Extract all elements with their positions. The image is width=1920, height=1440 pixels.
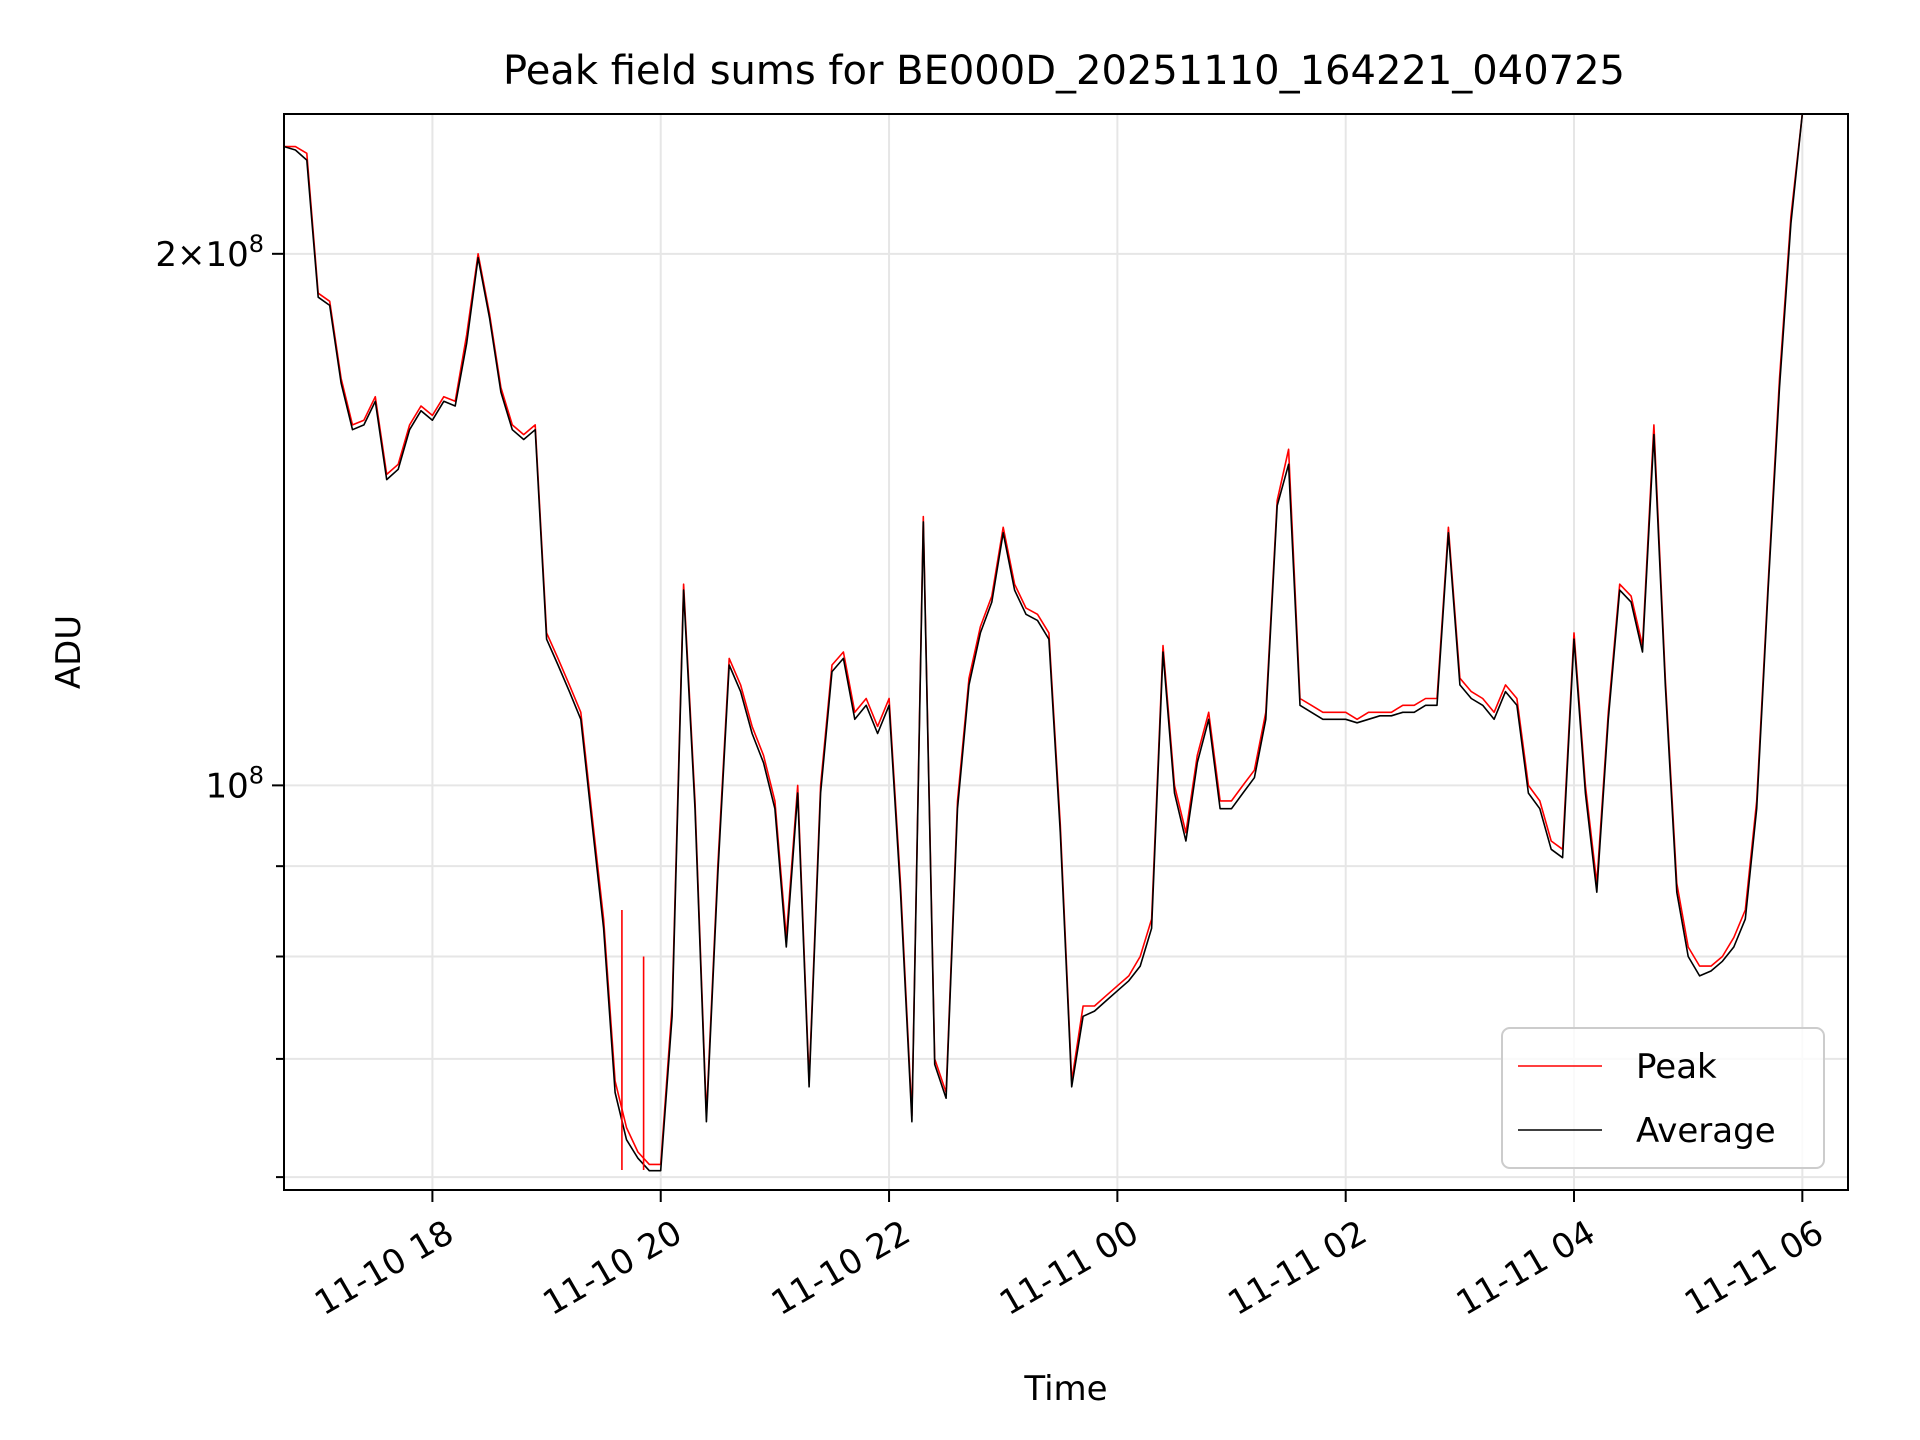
x-axis-label: Time	[1023, 1369, 1107, 1409]
legend-average-label: Average	[1636, 1111, 1776, 1151]
series-line-average	[284, 114, 1804, 1172]
legend-box	[1501, 1027, 1825, 1169]
y-tick-label: 2×108	[155, 230, 264, 275]
y-axis-label: ADU	[49, 615, 89, 689]
y-tick-label: 108	[205, 761, 264, 806]
y-axis-ticks: 108 2×108	[155, 230, 284, 1179]
plot-frame	[283, 113, 1849, 1191]
legend-peak-label: Peak	[1636, 1047, 1717, 1087]
legend: Peak Average	[1501, 1027, 1825, 1169]
series-lines	[284, 114, 1804, 1172]
chart-title: Peak field sums for BE000D_20251110_1642…	[503, 48, 1625, 94]
